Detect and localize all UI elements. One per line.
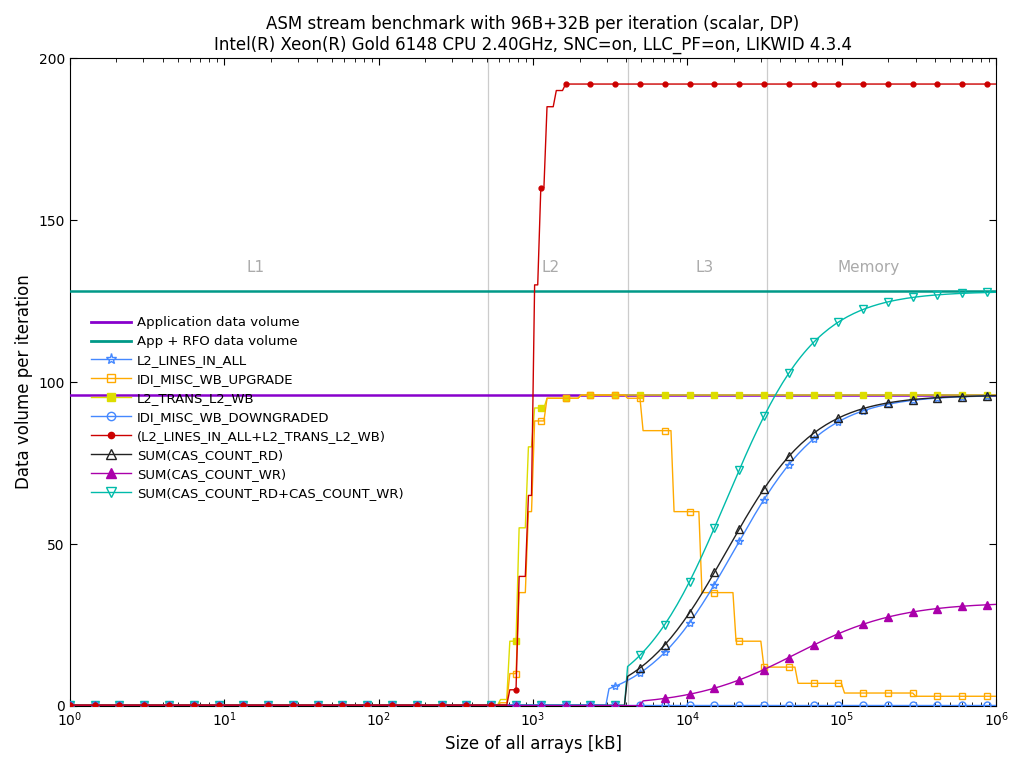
Title: ASM stream benchmark with 96B+32B per iteration (scalar, DP)
Intel(R) Xeon(R) Go: ASM stream benchmark with 96B+32B per it… [214,15,852,54]
Text: L3: L3 [696,260,714,275]
Legend: Application data volume, App + RFO data volume, L2_LINES_IN_ALL, IDI_MISC_WB_UPG: Application data volume, App + RFO data … [86,311,409,505]
Y-axis label: Data volume per iteration: Data volume per iteration [15,275,33,489]
X-axis label: Size of all arrays [kB]: Size of all arrays [kB] [444,735,622,753]
Text: Memory: Memory [838,260,900,275]
Text: L1: L1 [247,260,265,275]
Text: L2: L2 [542,260,560,275]
